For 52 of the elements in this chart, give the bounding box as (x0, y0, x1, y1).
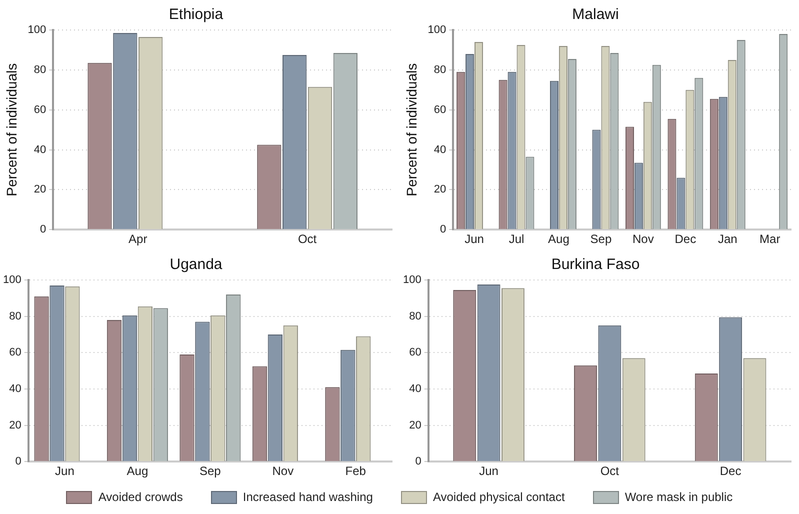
y-tick-label: 60 (9, 346, 22, 359)
x-tick-label: Dec (674, 232, 696, 246)
legend-label: Wore mask in public (624, 490, 733, 504)
legend-label: Avoided physical contact (432, 490, 565, 504)
y-tick-label: 20 (434, 184, 446, 196)
y-axis-title: Percent of individuals (403, 63, 420, 196)
y-tick-label: 60 (409, 346, 422, 359)
y-tick-label: 80 (9, 310, 22, 322)
y-tick-label: 40 (9, 382, 22, 395)
x-tick-label: Oct (600, 464, 620, 478)
legend-label: Avoided crowds (98, 490, 183, 504)
y-tick-label: 80 (409, 310, 422, 322)
x-tick-label: Nov (272, 464, 294, 478)
x-tick-label: Jun (55, 464, 74, 478)
y-tick-label: 0 (440, 224, 446, 236)
x-tick-label: Apr (128, 232, 148, 246)
y-tick-label: 20 (9, 419, 22, 432)
legend-label: Increased hand washing (242, 490, 373, 504)
y-tick-label: 100 (28, 24, 46, 36)
y-tick-label: 100 (402, 274, 422, 286)
x-tick-label: Jul (508, 232, 524, 246)
x-tick-label: Sep (590, 232, 612, 246)
x-tick-label: Jun (479, 464, 498, 478)
x-tick-label: Nov (632, 232, 654, 246)
x-tick-label: Mar (760, 232, 780, 246)
x-tick-label: Aug (126, 464, 148, 478)
y-axis-title: Percent of individuals (3, 63, 20, 196)
x-tick-label: Sep (199, 464, 222, 478)
y-tick-label: 60 (434, 104, 446, 116)
chart-title: Burkina Faso (551, 256, 640, 274)
x-tick-label: Jun (464, 232, 484, 246)
y-tick-label: 0 (415, 456, 422, 468)
y-tick-label: 20 (34, 184, 46, 196)
y-tick-label: 100 (2, 274, 22, 286)
chart-title: Uganda (170, 256, 223, 274)
y-tick-label: 20 (409, 419, 422, 432)
chart-title: Ethiopia (168, 6, 224, 24)
y-tick-label: 80 (34, 64, 46, 76)
x-tick-label: Jan (718, 232, 738, 246)
y-tick-label: 100 (428, 24, 446, 36)
y-tick-label: 60 (34, 104, 46, 116)
x-tick-label: Aug (548, 232, 570, 246)
y-tick-label: 40 (34, 144, 46, 156)
y-tick-label: 40 (409, 382, 422, 395)
x-tick-label: Dec (720, 464, 742, 478)
y-tick-label: 0 (15, 456, 22, 468)
x-tick-label: Oct (298, 232, 318, 246)
chart-title: Malawi (572, 6, 619, 24)
x-tick-label: Feb (345, 464, 366, 478)
y-tick-label: 80 (434, 64, 446, 76)
y-tick-label: 40 (434, 144, 446, 156)
y-tick-label: 0 (40, 224, 46, 236)
